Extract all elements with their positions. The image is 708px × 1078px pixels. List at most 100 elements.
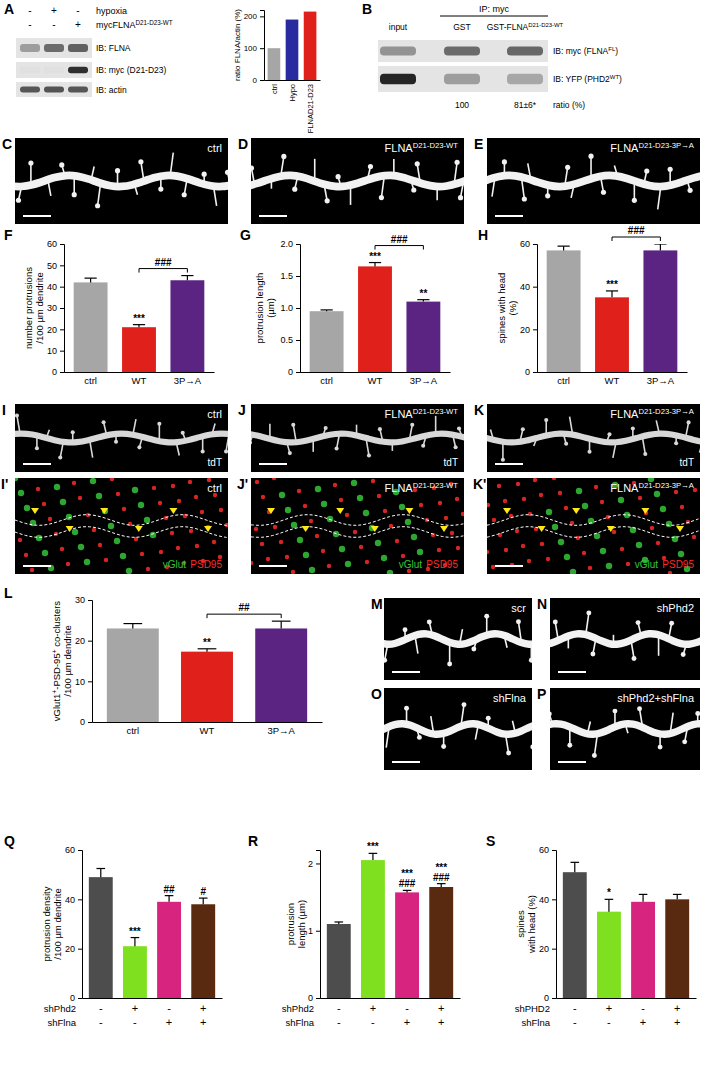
image-content: [487, 478, 700, 574]
punctum: [660, 506, 666, 512]
bar: [361, 860, 385, 998]
image-content: [251, 154, 464, 205]
spine: [518, 622, 521, 643]
blot-label: IB: myc (FLNAFL): [553, 46, 618, 56]
y-tick: 0: [80, 717, 92, 727]
x-tick: FLNAD21-D23: [306, 80, 315, 133]
spine: [700, 442, 701, 453]
punctum: [285, 507, 291, 513]
y-tick-mark: [88, 722, 92, 723]
chart: 00.51.01.52.0ctrlWT3P→A*****###protrusio…: [254, 234, 451, 386]
punctum: [260, 542, 264, 546]
x-axis-line: [557, 998, 697, 999]
punctum: [521, 544, 525, 548]
punctum: [219, 508, 223, 512]
spine-head: [484, 614, 489, 619]
y-tick: 0: [52, 367, 64, 377]
y-axis-title-line: number protrusions: [23, 267, 34, 349]
blot-band: [44, 67, 64, 73]
y-tick: 0: [70, 993, 82, 1003]
spine: [134, 184, 137, 194]
spine-head: [567, 743, 572, 748]
x-tick: WT: [200, 722, 215, 736]
y-tick-label: 30: [75, 595, 85, 605]
spine-head: [367, 453, 371, 457]
spine-head: [486, 716, 491, 721]
error-bar: [272, 621, 291, 628]
blot-band: [20, 87, 40, 93]
condition-mark: -: [573, 1002, 577, 1014]
y-tick: 50: [47, 261, 64, 271]
panel-letter: G: [240, 227, 251, 243]
y-tick-mark: [533, 372, 537, 373]
micrograph: FLNAD21-D23-3P→AtdT: [482, 404, 705, 472]
punctum: [189, 529, 193, 533]
punctum: [272, 478, 276, 480]
x-tick-label: 3P→A: [267, 725, 295, 736]
spine: [565, 167, 568, 186]
spine-head: [502, 159, 507, 164]
error-cap: [199, 897, 208, 898]
spine-head: [288, 451, 292, 455]
scale-bar: [23, 463, 51, 465]
y-axis-title: spines: [515, 910, 526, 938]
arrowhead: [503, 508, 511, 514]
x-axis-line: [83, 998, 223, 999]
ratio-label: ratio (%): [553, 100, 585, 110]
y-tick-mark: [260, 16, 264, 17]
punctum: [285, 555, 289, 559]
y-tick-label: 2: [308, 859, 313, 869]
figure: 0100200ctrlHypoFLNAD21-D23ratio FLNA/act…: [0, 0, 708, 1078]
punctum: [345, 513, 349, 517]
y-tick-label: 0: [253, 76, 258, 85]
dendrite: [550, 724, 700, 735]
error-bar: [96, 869, 105, 878]
y-tick: 20: [47, 325, 64, 335]
spine: [658, 187, 661, 209]
punctum: [321, 501, 327, 507]
y-tick-mark: [296, 276, 300, 277]
spine: [281, 156, 284, 175]
significance: ###: [433, 872, 450, 883]
punctum: [291, 522, 297, 528]
text-part: protrusion: [285, 903, 296, 945]
spine-head: [674, 441, 678, 445]
condition-mark: -: [337, 1002, 341, 1014]
spine: [48, 180, 51, 196]
image-content: [251, 478, 464, 574]
scale-bar: [495, 463, 523, 465]
spine-head: [281, 154, 286, 159]
image-background: [251, 478, 464, 574]
condition-name: shFlna: [521, 1017, 550, 1028]
spine: [415, 635, 418, 653]
x-tick-label: WT: [132, 375, 147, 386]
dendrite: [251, 433, 464, 442]
punctum: [570, 569, 576, 574]
y-axis-title: with head (%): [526, 895, 537, 954]
y-tick-label: 50: [47, 261, 57, 271]
image-label: FLNAD21-D23-WT: [385, 481, 459, 494]
y-tick: 10: [75, 677, 92, 687]
spine-head: [28, 160, 33, 165]
punctum: [656, 541, 660, 545]
punctum: [455, 497, 459, 501]
superscript: D21-D23-WT: [413, 141, 459, 150]
blot-label: IB: actin: [96, 85, 127, 95]
micrograph: FLNAD21-D23-WTPSD95vGlut: [249, 476, 465, 576]
channel-label: vGlut: [399, 559, 423, 570]
punctum: [492, 518, 496, 522]
punctum: [339, 498, 343, 502]
x-tick-label: ctrl: [126, 725, 139, 736]
spine-head: [601, 190, 606, 195]
y-axis-title: vGlut1+-PSD-95+ co-clusters: [51, 601, 62, 722]
text-part: number protrusions: [23, 267, 34, 349]
bracket-label: ###: [391, 234, 408, 245]
spine-head: [224, 449, 228, 453]
text-part: FLNA: [610, 408, 639, 420]
punctum: [540, 542, 544, 546]
punctum: [411, 534, 417, 540]
spine: [658, 634, 660, 655]
error-cap: [133, 324, 145, 325]
punctum: [146, 567, 150, 571]
punctum: [315, 486, 321, 492]
